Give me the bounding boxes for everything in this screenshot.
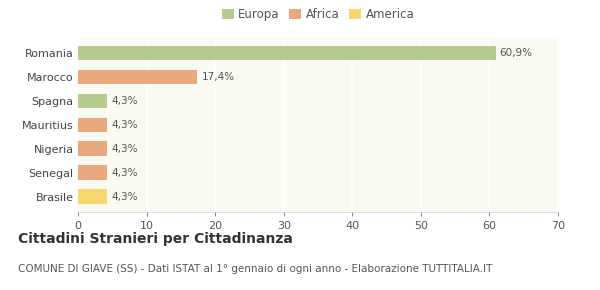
Text: 4,3%: 4,3% [112,120,138,130]
Text: 60,9%: 60,9% [500,48,533,58]
Text: 4,3%: 4,3% [112,96,138,106]
Text: COMUNE DI GIAVE (SS) - Dati ISTAT al 1° gennaio di ogni anno - Elaborazione TUTT: COMUNE DI GIAVE (SS) - Dati ISTAT al 1° … [18,264,493,274]
Bar [78,70,197,84]
Text: Cittadini Stranieri per Cittadinanza: Cittadini Stranieri per Cittadinanza [18,232,293,246]
Text: 17,4%: 17,4% [202,72,235,82]
Bar [78,94,107,108]
Bar [78,189,107,204]
Text: 4,3%: 4,3% [112,192,138,202]
Bar [78,46,496,60]
Legend: Europa, Africa, America: Europa, Africa, America [220,5,416,23]
Bar [78,142,107,156]
Bar [78,165,107,180]
Text: 4,3%: 4,3% [112,144,138,154]
Text: 4,3%: 4,3% [112,168,138,178]
Bar [78,117,107,132]
